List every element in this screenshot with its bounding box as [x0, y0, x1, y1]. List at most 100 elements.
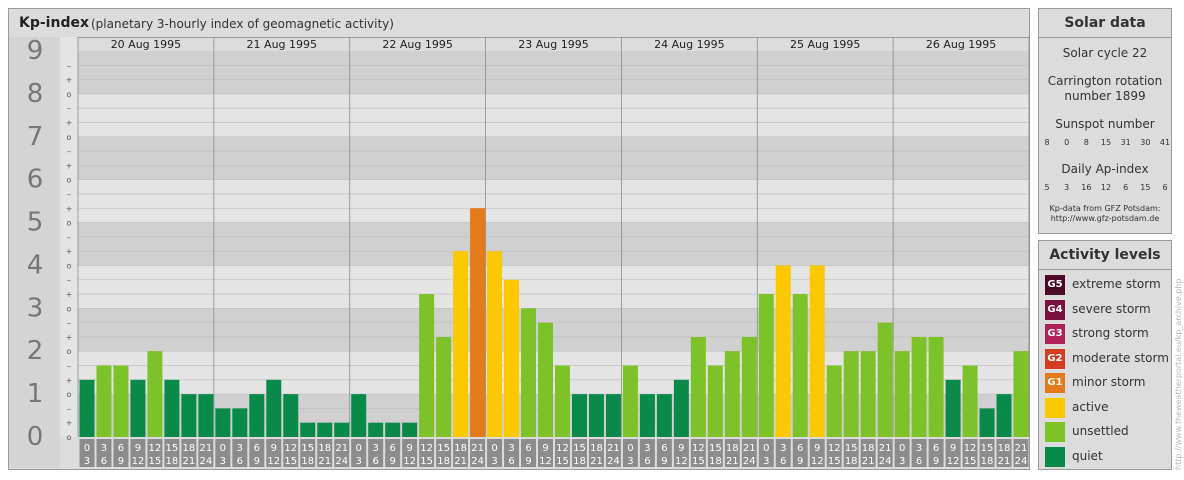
- interval-end-label: 18: [301, 456, 314, 467]
- interval-cell: [113, 439, 129, 467]
- kp-bar: [605, 394, 621, 437]
- interval-start-label: 15: [301, 443, 314, 454]
- interval-cell: [622, 439, 638, 467]
- interval-cell: [436, 439, 452, 467]
- activity-level-label: active: [1072, 399, 1109, 414]
- kp-bar: [555, 365, 570, 437]
- interval-start-label: 15: [166, 443, 179, 454]
- interval-end-label: 9: [254, 456, 260, 467]
- interval-cell: [79, 439, 95, 467]
- kp-bar: [521, 308, 537, 437]
- kp-bar: [470, 208, 486, 437]
- interval-end-label: 6: [780, 456, 786, 467]
- solar-data-title: Solar data: [1039, 9, 1171, 38]
- day-label: 22 Aug 1995: [382, 38, 452, 51]
- kp-bar: [894, 351, 910, 437]
- interval-end-label: 9: [933, 456, 939, 467]
- interval-end-label: 24: [335, 456, 348, 467]
- interval-end-label: 9: [797, 456, 803, 467]
- sunspot-value: 41: [1159, 138, 1171, 147]
- kp-bar: [147, 351, 163, 437]
- interval-end-label: 3: [356, 456, 362, 467]
- interval-cell: [775, 439, 791, 467]
- minor-tick-label: o: [67, 176, 72, 185]
- interval-start-label: 18: [862, 443, 875, 454]
- interval-start-label: 0: [627, 443, 633, 454]
- daily-ap-value: 12: [1100, 183, 1112, 192]
- interval-start-label: 15: [437, 443, 450, 454]
- interval-cell: [300, 439, 316, 467]
- interval-end-label: 3: [220, 456, 226, 467]
- interval-cell: [928, 439, 944, 467]
- y-tick-label: 1: [27, 379, 44, 409]
- interval-start-label: 18: [590, 443, 603, 454]
- interval-cell: [538, 439, 553, 467]
- interval-start-label: 0: [763, 443, 769, 454]
- sunspot-value: 8: [1083, 138, 1089, 147]
- kp-bar: [724, 351, 740, 437]
- interval-end-label: 24: [879, 456, 892, 467]
- kp-bar: [181, 394, 197, 437]
- interval-end-label: 18: [981, 456, 994, 467]
- kp-bar: [453, 251, 469, 437]
- kp-bar: [300, 422, 316, 437]
- minor-tick-label: –: [67, 404, 71, 413]
- kp-bar: [911, 336, 927, 437]
- sunspot-number-title: Sunspot number: [1055, 117, 1155, 131]
- interval-cell: [198, 439, 214, 467]
- interval-cell: [470, 439, 486, 467]
- interval-cell: [656, 439, 672, 467]
- activity-level-swatch: G3: [1045, 324, 1065, 344]
- interval-cell: [385, 439, 401, 467]
- interval-start-label: 3: [644, 443, 650, 454]
- interval-cell: [911, 439, 927, 467]
- minor-tick-label: +: [66, 204, 73, 213]
- interval-start-label: 9: [814, 443, 820, 454]
- interval-cell: [402, 439, 418, 467]
- interval-end-label: 15: [149, 456, 162, 467]
- interval-cell: [843, 439, 859, 467]
- interval-end-label: 12: [675, 456, 688, 467]
- activity-level-swatch: [1045, 446, 1065, 467]
- interval-cell: [571, 439, 587, 467]
- interval-end-label: 15: [828, 456, 841, 467]
- kp-bar: [1013, 351, 1029, 437]
- interval-end-label: 21: [318, 456, 331, 467]
- interval-cell: [1013, 439, 1029, 467]
- minor-tick-label: o: [67, 304, 72, 313]
- interval-cell: [690, 439, 706, 467]
- interval-start-label: 12: [556, 443, 569, 454]
- minor-tick-label: +: [66, 161, 73, 170]
- interval-start-label: 21: [335, 443, 348, 454]
- interval-start-label: 15: [573, 443, 586, 454]
- kp-bar: [758, 294, 774, 437]
- interval-cell: [894, 439, 910, 467]
- minor-tick-label: +: [66, 376, 73, 385]
- kp-bar: [198, 394, 214, 437]
- chart-title: Kp-index: [19, 15, 89, 31]
- interval-start-label: 18: [726, 443, 739, 454]
- interval-end-label: 6: [916, 456, 922, 467]
- daily-ap-value: 6: [1162, 183, 1168, 192]
- daily-ap-value: 6: [1123, 183, 1129, 192]
- interval-start-label: 6: [797, 443, 803, 454]
- activity-level-label: severe storm: [1072, 301, 1151, 316]
- interval-end-label: 12: [132, 456, 145, 467]
- activity-level-label: unsettled: [1072, 424, 1129, 438]
- minor-tick-label: o: [67, 90, 72, 99]
- minor-tick-label: o: [67, 433, 72, 442]
- interval-cell: [758, 439, 774, 467]
- interval-cell: [232, 439, 248, 467]
- interval-start-label: 3: [508, 443, 514, 454]
- interval-end-label: 21: [862, 456, 875, 467]
- interval-cell: [962, 439, 978, 467]
- interval-cell: [605, 439, 621, 467]
- interval-cell: [317, 439, 333, 467]
- daily-ap-value: 15: [1140, 183, 1151, 192]
- kp-chart-header: Kp-index (planetary 3-hourly index of ge…: [9, 9, 1029, 38]
- minor-tick-label: –: [67, 319, 71, 328]
- interval-cell: [792, 439, 808, 467]
- interval-cell: [334, 439, 350, 467]
- kp-bar: [436, 336, 452, 437]
- day-label: 25 Aug 1995: [790, 38, 860, 51]
